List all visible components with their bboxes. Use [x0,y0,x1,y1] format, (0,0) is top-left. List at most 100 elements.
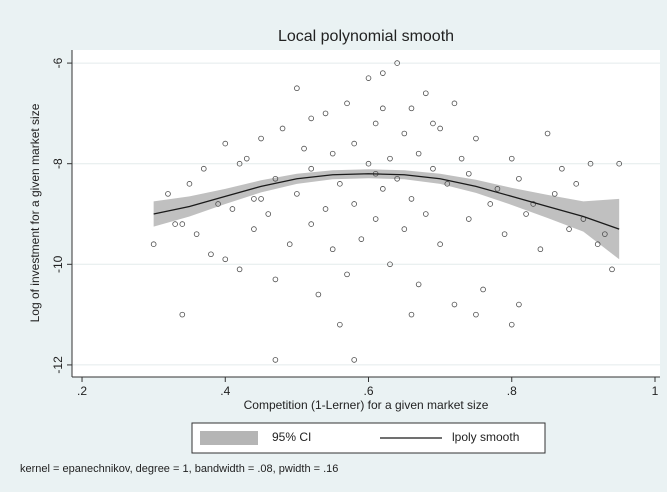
point [494,186,501,192]
point [279,125,286,132]
point [301,145,307,152]
chart-title: Local polynomial smooth [278,28,454,45]
point [458,155,465,162]
point [480,286,486,293]
point [437,125,443,132]
x-tick-label: .6 [363,384,373,398]
point [423,90,429,97]
ci-band [153,169,620,260]
point [444,181,451,187]
point [243,155,250,162]
point [229,206,236,212]
point [322,206,329,212]
point [272,357,279,363]
point [415,281,422,288]
smooth-line [153,173,620,230]
point [365,160,372,167]
point [501,231,508,237]
x-tick-label: .2 [77,384,87,398]
point [315,291,322,298]
x-axis-title: Competition (1-Lerner) for a given marke… [244,398,489,412]
point [451,100,458,107]
y-tick-label: -10 [51,255,65,273]
point [423,211,429,217]
point [208,251,214,258]
point [265,211,272,217]
point [337,181,343,187]
point [286,241,293,247]
point [329,150,336,157]
x-tick-label: .8 [507,384,517,398]
point [394,60,400,66]
point [401,130,408,137]
point [516,301,522,308]
point [523,211,529,217]
point [408,196,415,202]
point [222,256,229,263]
point [236,160,243,167]
point [222,140,229,147]
point [380,105,386,112]
point [387,261,393,268]
point [351,140,357,147]
point [258,196,264,202]
point [508,321,515,328]
point [609,266,615,273]
point [437,241,443,247]
point [308,221,315,227]
point [380,70,386,76]
point [387,155,393,162]
point [594,241,601,247]
point [415,150,422,157]
y-tick-label: -8 [51,158,65,169]
point [251,226,257,232]
point [322,110,329,117]
point [200,165,207,172]
point [430,120,436,127]
point [215,201,221,207]
point [380,186,386,192]
point [308,165,315,172]
point [587,160,594,167]
y-axis-title: Log of investment for a given market siz… [28,103,42,322]
point [272,276,279,283]
point [530,201,537,207]
point [351,201,357,207]
point [473,311,479,318]
point [401,226,408,232]
point [465,170,472,177]
point [294,85,300,92]
point [165,191,171,197]
y-tick-label: -6 [51,57,65,68]
point [408,311,415,318]
point [372,120,379,127]
point [186,181,193,187]
point [193,231,200,237]
point [616,160,622,167]
point [559,165,565,172]
point [344,100,350,107]
point [150,241,157,247]
note: kernel = epanechnikov, degree = 1, bandw… [20,463,338,475]
point [508,155,515,162]
point [172,221,178,227]
point [573,181,580,187]
point [537,246,544,253]
point [358,236,365,242]
point [236,266,243,273]
point [294,191,300,197]
y-tick-label: -12 [51,356,65,374]
x-tick-label: 1 [652,384,659,398]
point [337,321,343,328]
point [365,75,372,81]
point [465,216,472,222]
point [544,130,551,137]
point [179,311,186,318]
point [408,105,415,112]
point [451,301,458,308]
point [329,246,336,253]
point [516,175,522,182]
point [487,201,494,207]
legend-label: 95% CI [272,430,311,444]
